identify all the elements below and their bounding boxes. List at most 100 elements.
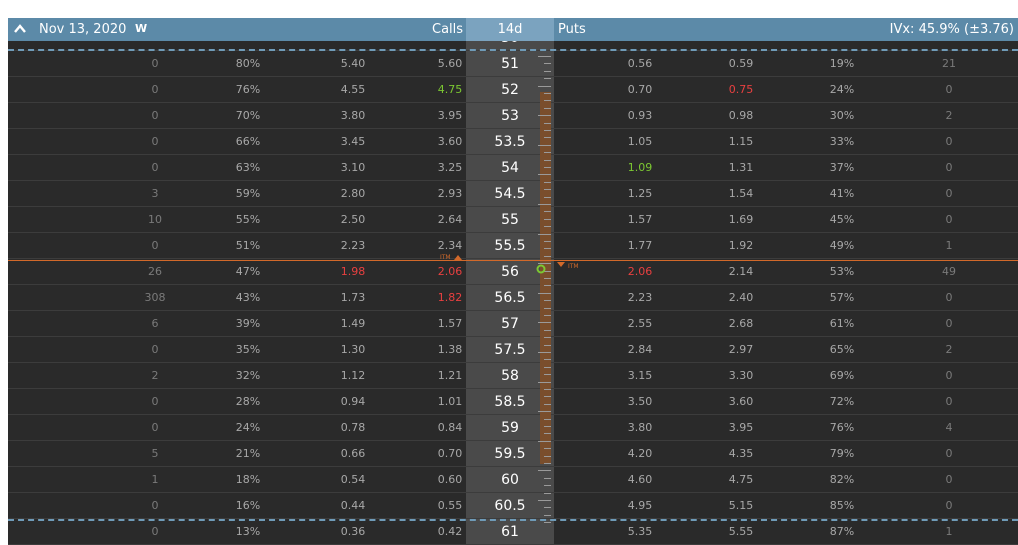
underlying-price-marker-icon[interactable] <box>536 264 546 274</box>
call-open-interest[interactable]: 0 <box>151 161 159 174</box>
call-probability[interactable]: 13% <box>235 525 261 538</box>
put-ask[interactable]: 3.60 <box>728 395 754 408</box>
put-open-interest[interactable]: 0 <box>945 473 953 486</box>
put-bid[interactable]: 0.56 <box>627 57 653 70</box>
call-open-interest[interactable]: 0 <box>151 499 159 512</box>
put-probability[interactable]: 33% <box>829 135 855 148</box>
put-ask[interactable]: 2.14 <box>728 265 754 278</box>
put-ask[interactable]: 3.95 <box>728 421 754 434</box>
call-probability[interactable]: 47% <box>235 265 261 278</box>
strike-price[interactable]: 58.5 <box>494 394 526 410</box>
put-probability[interactable]: 85% <box>829 499 855 512</box>
strike-price[interactable]: 52 <box>501 82 519 98</box>
option-row[interactable]: 0 76% 4.55 4.75 52 0.70 0.75 24% 0 <box>8 77 1018 103</box>
option-row[interactable]: 0 13% 0.36 0.42 61 5.35 5.55 87% 1 <box>8 519 1018 545</box>
call-open-interest[interactable]: 0 <box>151 525 159 538</box>
call-probability[interactable]: 24% <box>235 421 261 434</box>
strike-price[interactable]: 53.5 <box>494 134 526 150</box>
call-ask[interactable]: 1.82 <box>437 291 463 304</box>
put-probability[interactable]: 72% <box>829 395 855 408</box>
put-probability[interactable]: 37% <box>829 161 855 174</box>
call-probability[interactable]: 66% <box>235 135 261 148</box>
put-ask[interactable]: 4.35 <box>728 447 754 460</box>
option-row[interactable]: 0 66% 3.45 3.60 53.5 1.05 1.15 33% 0 <box>8 129 1018 155</box>
call-probability[interactable]: 39% <box>235 317 261 330</box>
call-open-interest[interactable]: 3 <box>151 187 159 200</box>
strike-price[interactable]: 56 <box>501 264 519 280</box>
put-probability[interactable]: 45% <box>829 213 855 226</box>
strike-price[interactable]: 56.5 <box>494 290 526 306</box>
put-probability[interactable]: 76% <box>829 421 855 434</box>
call-bid[interactable]: 5.40 <box>340 57 366 70</box>
put-ask[interactable]: 2.68 <box>728 317 754 330</box>
put-probability[interactable]: 79% <box>829 447 855 460</box>
put-bid[interactable]: 1.25 <box>627 187 653 200</box>
call-bid[interactable]: 0.44 <box>340 499 366 512</box>
strike-price[interactable]: 59.5 <box>494 446 526 462</box>
call-open-interest[interactable]: 0 <box>151 343 159 356</box>
call-bid[interactable]: 0.78 <box>340 421 366 434</box>
call-probability[interactable]: 18% <box>235 473 261 486</box>
option-row[interactable]: 308 43% 1.73 1.82 56.5 2.23 2.40 57% 0 <box>8 285 1018 311</box>
strike-price[interactable]: 55 <box>501 212 519 228</box>
put-probability[interactable]: 57% <box>829 291 855 304</box>
call-ask[interactable]: 0.60 <box>437 473 463 486</box>
call-ask[interactable]: 3.60 <box>437 135 463 148</box>
put-bid[interactable]: 3.15 <box>627 369 653 382</box>
put-probability[interactable]: 53% <box>829 265 855 278</box>
call-probability[interactable]: 63% <box>235 161 261 174</box>
call-probability[interactable]: 32% <box>235 369 261 382</box>
strike-price[interactable]: 54 <box>501 160 519 176</box>
put-bid[interactable]: 4.60 <box>627 473 653 486</box>
put-ask[interactable]: 1.92 <box>728 239 754 252</box>
put-open-interest[interactable]: 0 <box>945 499 953 512</box>
call-bid[interactable]: 0.66 <box>340 447 366 460</box>
put-bid[interactable]: 1.57 <box>627 213 653 226</box>
put-bid[interactable]: 0.70 <box>627 83 653 96</box>
strike-price[interactable]: 61 <box>501 524 519 540</box>
put-open-interest[interactable]: 0 <box>945 447 953 460</box>
call-bid[interactable]: 1.12 <box>340 369 366 382</box>
call-bid[interactable]: 2.50 <box>340 213 366 226</box>
call-ask[interactable]: 3.25 <box>437 161 463 174</box>
call-ask[interactable]: 0.70 <box>437 447 463 460</box>
call-open-interest[interactable]: 0 <box>151 57 159 70</box>
put-open-interest[interactable]: 49 <box>942 265 956 278</box>
call-probability[interactable]: 80% <box>235 57 261 70</box>
strike-price[interactable]: 54.5 <box>494 186 526 202</box>
put-probability[interactable]: 82% <box>829 473 855 486</box>
put-probability[interactable]: 61% <box>829 317 855 330</box>
call-ask[interactable]: 2.93 <box>437 187 463 200</box>
strike-price[interactable]: 58 <box>501 368 519 384</box>
put-bid[interactable]: 1.77 <box>627 239 653 252</box>
put-bid[interactable]: 0.93 <box>627 109 653 122</box>
option-row[interactable]: 10 55% 2.50 2.64 55 1.57 1.69 45% 0 <box>8 207 1018 233</box>
call-probability[interactable]: 21% <box>235 447 261 460</box>
put-probability[interactable]: 30% <box>829 109 855 122</box>
option-row[interactable]: 2 32% 1.12 1.21 58 3.15 3.30 69% 0 <box>8 363 1018 389</box>
call-probability[interactable]: 43% <box>235 291 261 304</box>
put-ask[interactable]: 1.31 <box>728 161 754 174</box>
call-bid[interactable]: 0.54 <box>340 473 366 486</box>
call-open-interest[interactable]: 6 <box>151 317 159 330</box>
collapse-chevron-up-icon[interactable] <box>14 20 26 38</box>
put-bid[interactable]: 3.80 <box>627 421 653 434</box>
call-probability[interactable]: 70% <box>235 109 261 122</box>
option-row[interactable]: 0 35% 1.30 1.38 57.5 2.84 2.97 65% 2 <box>8 337 1018 363</box>
call-bid[interactable]: 1.49 <box>340 317 366 330</box>
call-bid[interactable]: 2.80 <box>340 187 366 200</box>
option-row[interactable]: 0 70% 3.80 3.95 53 0.93 0.98 30% 2 <box>8 103 1018 129</box>
call-bid[interactable]: 3.80 <box>340 109 366 122</box>
call-bid[interactable]: 0.36 <box>340 525 366 538</box>
put-open-interest[interactable]: 0 <box>945 317 953 330</box>
strike-price[interactable]: 59 <box>501 420 519 436</box>
strike-price[interactable]: 53 <box>501 108 519 124</box>
put-ask[interactable]: 2.40 <box>728 291 754 304</box>
call-ask[interactable]: 4.75 <box>437 83 463 96</box>
call-open-interest[interactable]: 2 <box>151 369 159 382</box>
call-open-interest[interactable]: 0 <box>151 239 159 252</box>
call-open-interest[interactable]: 1 <box>151 473 159 486</box>
call-open-interest[interactable]: 26 <box>148 265 162 278</box>
put-open-interest[interactable]: 0 <box>945 369 953 382</box>
call-bid[interactable]: 1.98 <box>340 265 366 278</box>
